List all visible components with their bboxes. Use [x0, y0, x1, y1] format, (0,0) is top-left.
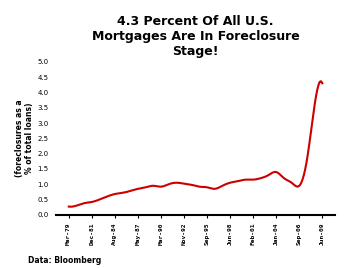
Title: 4.3 Percent Of All U.S.
Mortgages Are In Foreclosure
Stage!: 4.3 Percent Of All U.S. Mortgages Are In…	[92, 15, 299, 58]
Text: Data: Bloomberg: Data: Bloomberg	[28, 256, 101, 265]
Y-axis label: (foreclosures as a
% of total loans): (foreclosures as a % of total loans)	[15, 100, 34, 177]
